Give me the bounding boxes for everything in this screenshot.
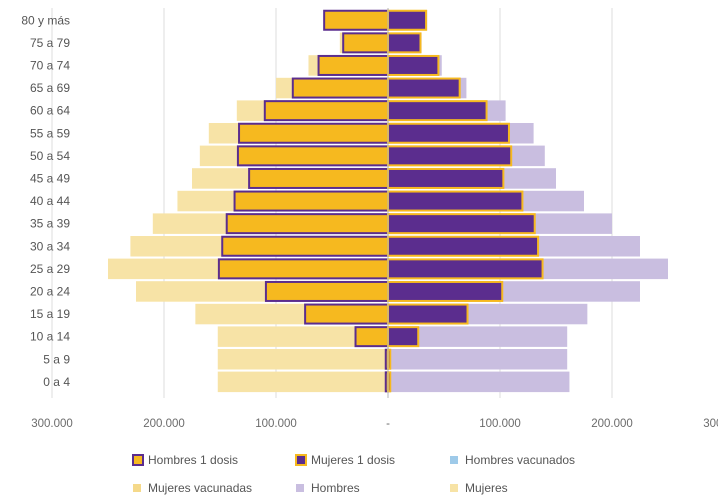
x-tick-label-6: 100.000 — [479, 418, 521, 430]
bar-mujeres-1-dosis-35-a-39 — [387, 213, 536, 235]
age-label-20-a-24: 20 a 24 — [30, 284, 70, 298]
age-label-60-a-64: 60 a 64 — [30, 104, 70, 118]
x-tick-label-2: 300.000 — [31, 418, 73, 430]
age-label-55-a-59: 55 a 59 — [30, 126, 70, 140]
bar-hombres-1-dosis-10-a-14 — [354, 326, 389, 348]
bar-mujeres-1-dosis-75-a-79 — [387, 32, 422, 54]
legend-label-mujeres-vacunadas: Mujeres vacunadas — [148, 481, 252, 495]
legend-label-mujeres-1-dosis: Mujeres 1 dosis — [311, 453, 395, 467]
bar-hombres-1-dosis-55-a-59 — [238, 122, 389, 144]
age-label-45-a-49: 45 a 49 — [30, 171, 70, 185]
age-label-50-a-54: 50 a 54 — [30, 149, 70, 163]
age-label-40-a-44: 40 a 44 — [30, 194, 70, 208]
bar-hombres-1-dosis-35-a-39 — [225, 213, 389, 235]
age-label-5-a-9: 5 a 9 — [43, 352, 70, 366]
bar-hombres-1-dosis-25-a-29 — [217, 258, 389, 280]
age-label-25-a-29: 25 a 29 — [30, 262, 70, 276]
bar-hombres-1-dosis-40-a-44 — [233, 190, 389, 212]
x-tick-label-3: 200.000 — [143, 418, 185, 430]
bar-mujeres-1-dosis-70-a-74 — [387, 54, 440, 76]
x-tick-label-4: 100.000 — [255, 418, 297, 430]
age-label-35-a-39: 35 a 39 — [30, 217, 70, 231]
bar-hombres-10-a-14 — [388, 326, 568, 347]
bar-mujeres-1-dosis-15-a-19 — [387, 303, 469, 325]
legend-label-mujeres: Mujeres — [465, 481, 508, 495]
age-label-0-a-4: 0 a 4 — [43, 375, 70, 389]
bar-mujeres-1-dosis-55-a-59 — [387, 122, 510, 144]
bar-hombres-1-dosis-70-a-74 — [317, 54, 389, 76]
bar-mujeres-1-dosis-30-a-34 — [387, 235, 540, 257]
x-tick-label-5: - — [386, 418, 390, 430]
legend-label-hombres-1-dosis: Hombres 1 dosis — [148, 453, 238, 467]
bar-hombres-1-dosis-80-y-mas — [323, 9, 390, 31]
age-label-30-a-34: 30 a 34 — [30, 239, 70, 253]
x-tick-label-8: 300.000 — [703, 418, 718, 430]
bar-hombres-0-a-4 — [388, 371, 570, 393]
x-tick-label-7: 200.000 — [591, 418, 633, 430]
bar-hombres-1-dosis-75-a-79 — [342, 32, 390, 54]
bar-mujeres-1-dosis-60-a-64 — [387, 100, 488, 122]
age-label-70-a-74: 70 a 74 — [30, 58, 70, 72]
age-group-labels: 80 y más 75 a 79 70 a 74 65 a 69 60 a 64 55 a… — [21, 13, 70, 389]
legend-swatch-hombres-vacunados — [450, 456, 458, 464]
legend: Hombres 1 dosis Mujeres 1 dosis Hombres va… — [132, 453, 575, 495]
bar-hombres-1-dosis-60-a-64 — [263, 100, 389, 122]
bar-mujeres-1-dosis-20-a-24 — [387, 280, 504, 302]
bar-mujeres-1-dosis-10-a-14 — [387, 326, 420, 348]
legend-label-hombres-vacunados: Hombres vacunados — [465, 453, 575, 467]
bar-mujeres-1-dosis-25-a-29 — [387, 258, 544, 280]
x-axis-tick-labels: 500.000400.000300.000200.000100.000-100.… — [31, 418, 718, 430]
bar-hombres-1-dosis-45-a-49 — [248, 167, 389, 189]
bar-hombres-1-dosis-30-a-34 — [221, 235, 389, 257]
bar-mujeres-0-a-4 — [217, 371, 388, 393]
bar-hombres-1-dosis-50-a-54 — [236, 145, 389, 167]
age-label-80-y-mas: 80 y más — [21, 13, 70, 27]
bar-hombres-1-dosis-65-a-69 — [291, 77, 389, 99]
bar-mujeres-1-dosis-45-a-49 — [387, 167, 505, 189]
bar-mujeres-5-a-9 — [217, 349, 388, 370]
legend-label-hombres: Hombres — [311, 481, 360, 495]
age-label-65-a-69: 65 a 69 — [30, 81, 70, 95]
bar-mujeres-1-dosis-50-a-54 — [387, 145, 513, 167]
legend-swatch-mujeres-vacunadas — [133, 484, 141, 492]
bar-hombres-5-a-9 — [388, 349, 568, 370]
age-label-10-a-14: 10 a 14 — [30, 330, 70, 344]
dose-bars — [217, 9, 544, 393]
legend-swatch-hombres — [296, 484, 304, 492]
legend-swatch-hombres-1-dosis — [132, 454, 144, 466]
legend-swatch-mujeres — [450, 484, 458, 492]
bar-mujeres-1-dosis-40-a-44 — [387, 190, 524, 212]
age-label-75-a-79: 75 a 79 — [30, 36, 70, 50]
bar-mujeres-1-dosis-65-a-69 — [387, 77, 461, 99]
bar-mujeres-10-a-14 — [217, 326, 388, 347]
legend-swatch-mujeres-1-dosis — [295, 454, 307, 466]
bar-hombres-1-dosis-20-a-24 — [264, 280, 390, 302]
bar-hombres-1-dosis-15-a-19 — [304, 303, 389, 325]
bar-mujeres-1-dosis-80-y-mas — [387, 9, 428, 31]
age-label-15-a-19: 15 a 19 — [30, 307, 70, 321]
